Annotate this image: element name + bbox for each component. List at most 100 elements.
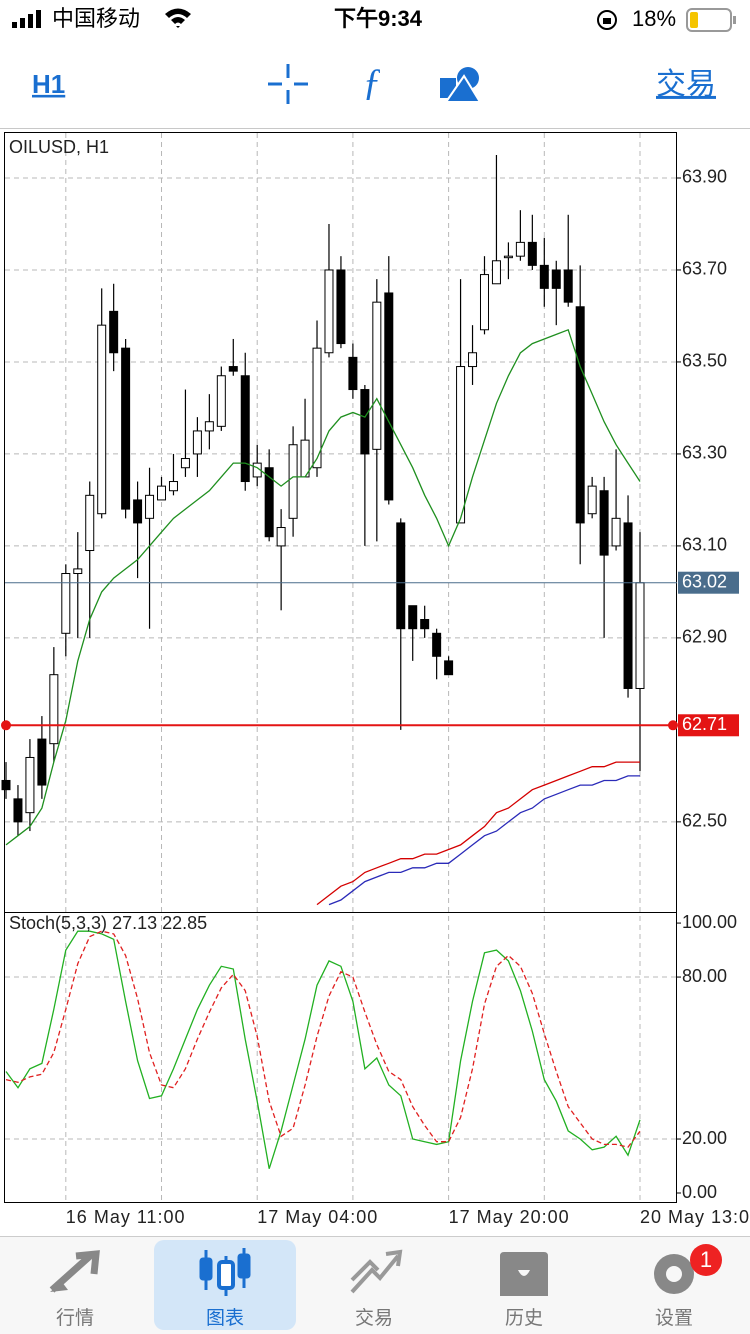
candle-body bbox=[575, 306, 585, 524]
candle-body bbox=[539, 264, 549, 289]
candle-body bbox=[300, 439, 310, 478]
candle-body bbox=[157, 485, 167, 501]
tab-bar: 行情 图表 交易 历史 设置 1 bbox=[0, 1236, 750, 1334]
candle-body bbox=[204, 421, 214, 432]
candle-body bbox=[13, 798, 23, 823]
candle-body bbox=[85, 494, 95, 552]
stoch-line bbox=[5, 930, 641, 1148]
carrier: 中国移动 bbox=[52, 6, 140, 31]
tab-label[interactable]: 交易 bbox=[355, 1307, 393, 1329]
candle-body bbox=[61, 573, 71, 634]
clock: 下午9:34 bbox=[334, 6, 423, 31]
candle-body bbox=[109, 310, 119, 354]
candle-body bbox=[168, 481, 178, 492]
y-tick-label: 80.00 bbox=[682, 966, 727, 986]
candle-body bbox=[192, 430, 202, 455]
candle-body bbox=[73, 568, 83, 575]
level-box bbox=[678, 714, 739, 737]
x-tick-label: 17 May 20:00 bbox=[449, 1207, 570, 1227]
y-tick-label: 62.50 bbox=[682, 811, 727, 831]
level-handle bbox=[668, 720, 678, 731]
candle-body bbox=[228, 366, 238, 372]
x-tick-label: 20 May 13:00 bbox=[640, 1207, 750, 1227]
candle-body bbox=[503, 255, 513, 259]
stoch-line bbox=[5, 930, 641, 1169]
y-tick-label: 20.00 bbox=[682, 1128, 727, 1148]
candle-body bbox=[121, 347, 131, 510]
indicator-line bbox=[328, 775, 640, 906]
level-label: 62.71 bbox=[682, 714, 727, 734]
tab-label[interactable]: 行情 bbox=[56, 1307, 94, 1329]
candle-body bbox=[527, 241, 537, 266]
chart-area: 16 May 11:00 17 May 04:00 17 May 20:00 20 M… bbox=[1, 132, 750, 1227]
indicator-title: Stoch(5,3,3) 27.13 22.85 bbox=[9, 913, 207, 933]
candle-body bbox=[563, 269, 573, 303]
candle-body bbox=[37, 738, 47, 786]
y-tick-label: 100.00 bbox=[682, 912, 737, 932]
status-bar: 中国移动 下午9:34 18% bbox=[12, 6, 736, 32]
y-tick-label: 0.00 bbox=[682, 1182, 717, 1202]
objects-button[interactable] bbox=[440, 67, 482, 103]
y-tick-label: 63.70 bbox=[682, 259, 727, 279]
candle-body bbox=[456, 366, 466, 524]
tab-label[interactable]: 历史 bbox=[505, 1307, 543, 1329]
y-tick-label: 62.90 bbox=[682, 627, 727, 647]
tab-label[interactable]: 图表 bbox=[206, 1307, 244, 1329]
candle-body bbox=[420, 619, 430, 630]
candle-body bbox=[468, 352, 478, 368]
trade-button[interactable]: 交易 bbox=[656, 68, 716, 101]
candle-body bbox=[145, 494, 155, 519]
candle-body bbox=[396, 522, 406, 630]
candle-body bbox=[288, 444, 298, 519]
candle-body bbox=[133, 499, 143, 524]
indicator-value: 22.85 bbox=[162, 913, 207, 933]
candle-body bbox=[491, 260, 501, 285]
y-tick-label: 63.30 bbox=[682, 443, 727, 463]
y-tick-label: 63.90 bbox=[682, 167, 727, 187]
level-handle bbox=[1, 720, 11, 731]
x-tick-label: 16 May 11:00 bbox=[66, 1207, 186, 1227]
candle-body bbox=[348, 356, 358, 391]
current-price-box bbox=[678, 571, 739, 594]
candle-body bbox=[384, 292, 394, 501]
candle-body bbox=[312, 347, 322, 469]
candle-body bbox=[623, 522, 633, 689]
battery-level: 18% bbox=[632, 6, 676, 31]
indicator-value: 27.13 bbox=[112, 913, 157, 933]
candle-body bbox=[336, 269, 346, 345]
tab-label[interactable]: 设置 bbox=[655, 1307, 693, 1329]
candle-body bbox=[97, 324, 107, 515]
crosshair-button[interactable] bbox=[268, 64, 308, 104]
candle-body bbox=[1, 779, 11, 791]
candle-body bbox=[432, 632, 442, 657]
candle-body bbox=[515, 241, 525, 257]
candle-body bbox=[611, 517, 621, 547]
candle-body bbox=[479, 274, 489, 331]
y-tick-label: 63.10 bbox=[682, 535, 727, 555]
candle-body bbox=[360, 389, 370, 455]
candle-body bbox=[599, 490, 609, 556]
timeframe-button[interactable]: H1 bbox=[32, 69, 65, 99]
candle-body bbox=[324, 269, 334, 354]
candle-body bbox=[216, 375, 226, 427]
y-tick-label: 63.50 bbox=[682, 351, 727, 371]
current-price-label: 63.02 bbox=[682, 571, 727, 591]
candle-body bbox=[264, 467, 274, 538]
candle-body bbox=[180, 458, 190, 469]
candle-body bbox=[551, 269, 561, 289]
tab-badge: 1 bbox=[700, 1247, 712, 1272]
toolbar: H1 ƒ 交易 bbox=[0, 62, 750, 129]
candle-body bbox=[408, 605, 418, 630]
candle-body bbox=[635, 582, 645, 689]
candle-body bbox=[240, 375, 250, 483]
x-tick-label: 17 May 04:00 bbox=[257, 1207, 378, 1227]
indicator-name: Stoch(5,3,3) bbox=[9, 913, 107, 933]
candle-body bbox=[49, 674, 59, 745]
candle-body bbox=[25, 756, 35, 814]
candle-body bbox=[276, 527, 286, 547]
indicator-line bbox=[316, 761, 640, 906]
chart-title: OILUSD, H1 bbox=[9, 137, 109, 157]
indicator-line bbox=[5, 328, 641, 846]
indicators-button[interactable]: ƒ bbox=[363, 62, 382, 104]
